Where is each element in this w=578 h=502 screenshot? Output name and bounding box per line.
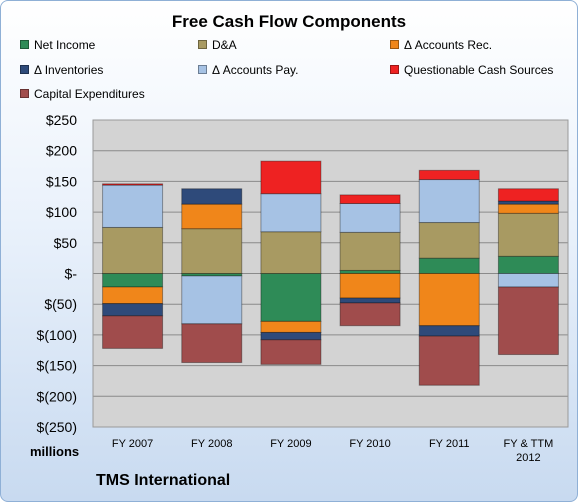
bar-segment xyxy=(102,273,164,288)
bar-segment xyxy=(181,203,243,230)
bar-segment xyxy=(339,273,401,299)
bar-segment xyxy=(418,325,480,337)
bar-segment xyxy=(102,226,164,274)
x-tick-label: FY 2009 xyxy=(270,438,312,450)
bar-segment xyxy=(418,222,480,259)
bar-segment xyxy=(339,297,401,304)
bar-segment xyxy=(260,160,322,195)
bar-segment xyxy=(497,286,559,356)
legend-label: Δ Inventories xyxy=(34,63,104,77)
x-tick-label: FY 2011 xyxy=(428,438,470,450)
bar-segment xyxy=(260,231,322,274)
bar-segment xyxy=(418,273,480,327)
y-tick-label: $(250) xyxy=(37,419,77,435)
legend-swatch xyxy=(198,40,207,49)
bar-segment xyxy=(260,331,322,341)
legend-item: Net Income xyxy=(20,38,95,52)
bar-segment xyxy=(497,255,559,275)
bar-segment xyxy=(260,320,322,333)
x-tick-label: FY 2010 xyxy=(349,438,391,450)
legend-item: Δ Accounts Pay. xyxy=(198,63,299,77)
bar-segment xyxy=(102,184,164,228)
legend-swatch xyxy=(390,40,399,49)
legend-label: Δ Accounts Rec. xyxy=(404,38,493,52)
legend-swatch xyxy=(390,65,399,74)
legend-label: Net Income xyxy=(34,38,96,52)
y-tick-label: $100 xyxy=(46,204,77,220)
bar-segment xyxy=(497,203,559,214)
bar-segment xyxy=(497,188,559,202)
bar-segment xyxy=(418,169,480,181)
y-tick-label: $- xyxy=(65,266,78,282)
y-tick-label: $(150) xyxy=(37,358,77,374)
y-tick-label: $(50) xyxy=(44,296,77,312)
y-tick-label: $150 xyxy=(46,173,77,189)
plot-border xyxy=(92,119,569,428)
bar-segment xyxy=(181,188,243,205)
bar-segment xyxy=(418,179,480,224)
legend-item: D&A xyxy=(198,38,237,52)
y-tick-label: $(100) xyxy=(37,327,77,343)
bar-segment xyxy=(497,273,559,288)
legend-label: Questionable Cash Sources xyxy=(404,63,554,77)
bar-segment xyxy=(181,228,243,274)
y-tick-label: $250 xyxy=(46,112,77,128)
bar-segment xyxy=(102,315,164,349)
chart-title: Free Cash Flow Components xyxy=(171,12,407,31)
bar-segment xyxy=(339,231,401,271)
bar-segment xyxy=(181,323,243,364)
legend-item: Questionable Cash Sources xyxy=(390,63,553,77)
bar-segment xyxy=(339,194,401,205)
x-tick-label: FY & TTM 2012 xyxy=(503,438,554,464)
legend-item: Capital Expenditures xyxy=(20,87,145,101)
bar-segment xyxy=(102,286,164,305)
legend-label: Capital Expenditures xyxy=(34,87,145,101)
bar-segment xyxy=(102,183,164,186)
bar-segment xyxy=(339,302,401,327)
bar-segment xyxy=(418,257,480,274)
company-name: TMS International xyxy=(96,472,231,489)
legend-item: Δ Inventories xyxy=(20,63,103,77)
bar-segment xyxy=(497,212,559,257)
legend-swatch xyxy=(20,65,29,74)
legend-label: Δ Accounts Pay. xyxy=(212,63,299,77)
x-tick-label: FY 2008 xyxy=(191,438,233,450)
bar-segment xyxy=(181,275,243,325)
bar-segment xyxy=(339,203,401,233)
bar-segment xyxy=(418,335,480,386)
y-tick-label: $200 xyxy=(46,143,77,159)
legend-swatch xyxy=(198,65,207,74)
legend-item: Δ Accounts Rec. xyxy=(390,38,492,52)
y-tick-label: $50 xyxy=(54,235,78,251)
legend-label: D&A xyxy=(212,38,237,52)
y-tick-label: $(200) xyxy=(37,388,77,404)
x-tick-label: FY 2007 xyxy=(111,438,154,450)
bar-segment xyxy=(260,193,322,233)
bar-segment xyxy=(102,303,164,317)
legend-swatch xyxy=(20,40,29,49)
bar-segment xyxy=(260,339,322,365)
units-label: millions xyxy=(30,444,80,459)
bar-segment xyxy=(260,273,322,322)
legend-swatch xyxy=(20,89,29,98)
